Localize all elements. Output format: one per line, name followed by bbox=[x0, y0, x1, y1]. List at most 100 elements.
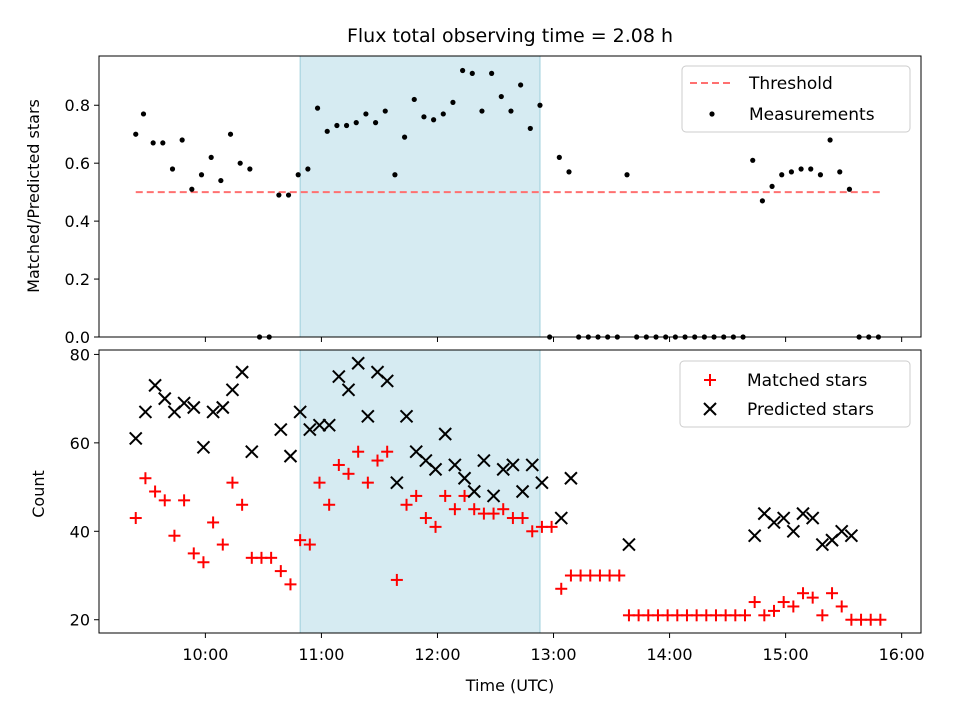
measurement-point bbox=[285, 192, 292, 198]
matched-stars-point bbox=[526, 525, 539, 538]
bottom-x-ticks: 10:00 11:00 12:00 13:00 14:00 15:00 16:00 bbox=[182, 633, 925, 664]
predicted-stars-point bbox=[293, 405, 307, 419]
matched-stars-point bbox=[168, 529, 181, 542]
predicted-stars-point bbox=[216, 400, 230, 415]
measurement-point bbox=[440, 111, 446, 117]
predicted-stars-point bbox=[390, 475, 404, 490]
predicted-stars-point bbox=[283, 449, 298, 463]
matched-stars-point bbox=[323, 498, 336, 511]
matched-stars-point bbox=[787, 600, 800, 613]
measurement-point bbox=[508, 108, 514, 114]
legend-threshold-label: Threshold bbox=[748, 74, 833, 94]
measurement-point bbox=[150, 140, 156, 146]
bottom-y-ticks: 20 40 60 80 bbox=[70, 345, 99, 630]
predicted-stars-point bbox=[341, 383, 356, 397]
matched-stars-point bbox=[139, 472, 152, 485]
measurement-point bbox=[537, 102, 543, 108]
predicted-stars-point bbox=[158, 391, 172, 406]
matched-stars-point bbox=[236, 498, 249, 511]
predicted-stars-point bbox=[332, 369, 346, 384]
predicted-stars-point bbox=[786, 524, 801, 539]
matched-stars-point bbox=[187, 547, 200, 560]
predicted-stars-point bbox=[776, 511, 791, 525]
matched-stars-point bbox=[826, 587, 839, 600]
predicted-stars-point bbox=[187, 400, 201, 415]
matched-stars-point bbox=[835, 600, 848, 613]
measurement-point bbox=[363, 111, 369, 117]
measurement-point bbox=[160, 140, 166, 146]
top-panel: 0.0 0.2 0.4 0.6 0.8 Flux total observing tim… bbox=[24, 25, 922, 347]
top-ytick-label: 0.6 bbox=[65, 154, 90, 173]
legend-matched-swatch bbox=[704, 374, 716, 386]
matched-stars-point bbox=[158, 494, 171, 507]
measurement-point bbox=[808, 166, 814, 172]
predicted-stars-point bbox=[196, 440, 211, 454]
predicted-stars-point bbox=[129, 431, 143, 446]
xtick-label: 13:00 bbox=[530, 645, 576, 664]
predicted-stars-point bbox=[564, 471, 578, 485]
predicted-stars-point bbox=[138, 405, 153, 419]
matched-stars-point bbox=[439, 489, 452, 502]
matched-stars-point bbox=[777, 596, 790, 609]
bottom-legend-box bbox=[679, 360, 911, 428]
measurement-point bbox=[218, 177, 224, 184]
bot-span-rect bbox=[299, 349, 541, 634]
bot-ytick-label: 80 bbox=[70, 345, 90, 364]
matched-stars-point bbox=[448, 503, 461, 516]
matched-stars-point bbox=[332, 458, 345, 471]
measurement-point bbox=[169, 166, 176, 172]
measurement-point bbox=[247, 166, 253, 172]
xtick-label: 14:00 bbox=[647, 645, 693, 664]
predicted-stars-point bbox=[747, 529, 762, 543]
predicted-stars-point bbox=[351, 356, 365, 370]
matched-stars-point bbox=[768, 604, 781, 617]
measurement-point bbox=[237, 160, 243, 166]
measurement-point bbox=[334, 122, 340, 129]
measurement-point bbox=[198, 172, 205, 178]
bottom-y-axis-label: Count bbox=[29, 470, 48, 518]
matched-stars-point bbox=[294, 534, 307, 547]
matched-stars-point bbox=[516, 512, 529, 525]
measurement-point bbox=[460, 67, 466, 74]
xtick-label: 12:00 bbox=[414, 645, 460, 664]
measurement-point bbox=[431, 117, 437, 123]
predicted-stars-point bbox=[399, 409, 414, 424]
top-ytick-label: 0.0 bbox=[65, 328, 90, 347]
measurement-point bbox=[769, 183, 775, 189]
predicted-stars-point bbox=[428, 462, 443, 477]
predicted-stars-point bbox=[177, 396, 191, 410]
matched-stars-point bbox=[545, 520, 558, 533]
predicted-stars-point bbox=[767, 515, 781, 530]
measurement-point bbox=[624, 172, 630, 178]
predicted-stars-point bbox=[245, 444, 259, 459]
measurement-point bbox=[450, 99, 456, 105]
predicted-stars-point bbox=[496, 462, 510, 477]
matched-stars-point bbox=[816, 609, 829, 622]
bot-ytick-label: 60 bbox=[70, 434, 90, 453]
top-x-ticks bbox=[204, 337, 903, 342]
measurement-point bbox=[276, 192, 282, 198]
xtick-label: 10:00 bbox=[182, 645, 228, 664]
predicted-stars-point bbox=[622, 537, 636, 552]
predicted-stars-point bbox=[235, 365, 249, 379]
predicted-stars-point bbox=[506, 458, 520, 472]
top-axes-frame bbox=[98, 55, 922, 338]
measurement-point bbox=[469, 70, 475, 76]
bottom-axes-frame bbox=[98, 349, 922, 634]
matched-stars-point bbox=[274, 565, 287, 578]
predicted-stars-point bbox=[554, 511, 568, 525]
matched-stars-point bbox=[178, 494, 191, 507]
legend-matched-label: Matched stars bbox=[747, 371, 867, 391]
measurement-point bbox=[305, 166, 311, 172]
measurement-point bbox=[498, 93, 504, 100]
matched-stars-point bbox=[216, 538, 229, 551]
matched-stars-point bbox=[797, 587, 810, 600]
bot-ytick-label: 40 bbox=[70, 522, 90, 541]
matched-stars-point bbox=[284, 578, 297, 591]
matched-stars-point bbox=[487, 507, 500, 520]
predicted-stars-point bbox=[322, 418, 336, 432]
predicted-stars-point bbox=[457, 471, 472, 485]
measurement-point bbox=[518, 82, 524, 88]
matched-stars-point bbox=[381, 445, 394, 458]
